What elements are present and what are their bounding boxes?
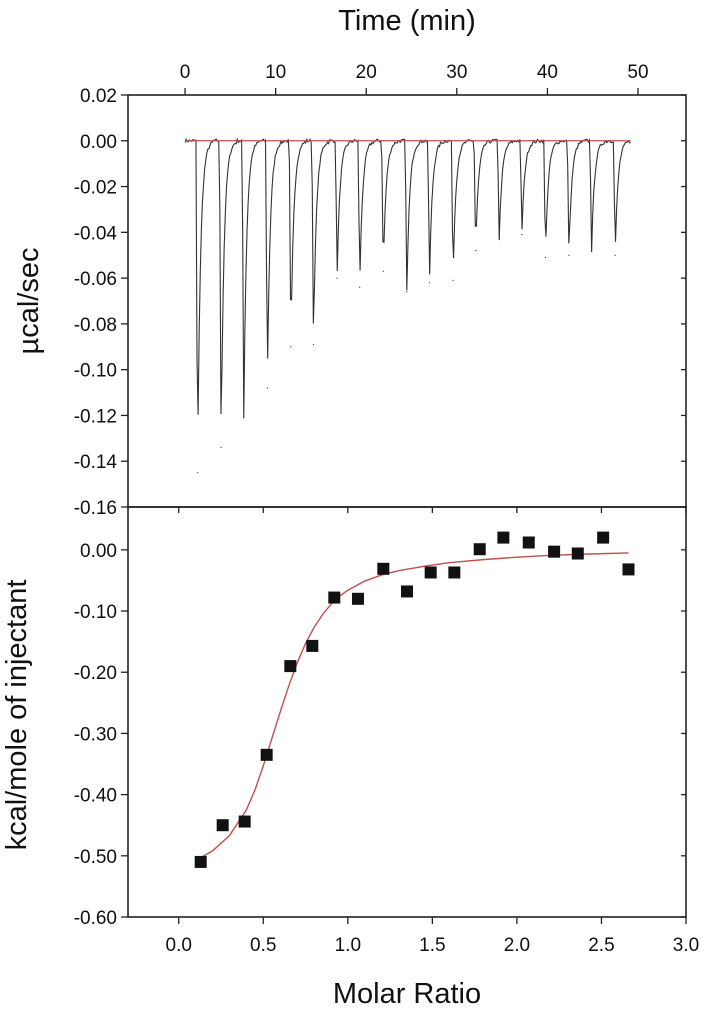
top-y-tick-label: -0.08 bbox=[74, 315, 117, 336]
top-x-tick-label: 0 bbox=[180, 62, 191, 83]
injection-peak-point bbox=[614, 254, 616, 256]
injection-peak-point bbox=[406, 291, 408, 293]
data-point bbox=[548, 545, 561, 558]
fit-curve bbox=[200, 552, 629, 859]
data-point bbox=[497, 531, 510, 544]
data-point bbox=[194, 855, 207, 868]
top-y-tick-label: 0.00 bbox=[80, 132, 117, 153]
injection-peak-point bbox=[220, 446, 222, 449]
top-x-tick-label: 10 bbox=[265, 62, 286, 83]
data-point bbox=[216, 819, 229, 832]
bottom-plot-frame bbox=[127, 506, 687, 918]
data-point bbox=[448, 566, 461, 579]
top-panel-ticks: 0 10 20 30 40 50 0.02 0.00 -0.02 -0.04 -0.06 -0.08 -… bbox=[74, 62, 686, 519]
top-y-tick-label: -0.04 bbox=[74, 223, 118, 244]
isotherm-plot-layer bbox=[194, 531, 635, 868]
injection-peak-point bbox=[196, 472, 199, 474]
injection-peak-point bbox=[498, 238, 500, 240]
top-x-tick-label: 20 bbox=[356, 62, 377, 83]
bottom-x-tick-label: 3.0 bbox=[673, 935, 699, 956]
injection-peak-point bbox=[452, 279, 454, 281]
data-point bbox=[522, 536, 535, 549]
bottom-y-tick-label: -0.20 bbox=[74, 663, 117, 684]
top-y-axis-title: µcal/sec bbox=[13, 248, 45, 355]
injection-peak-point bbox=[382, 270, 384, 272]
top-x-tick-label: 30 bbox=[446, 62, 467, 83]
bottom-y-axis-title: kcal/mole of injectant bbox=[1, 580, 33, 851]
injection-peak-point bbox=[243, 417, 245, 419]
data-point bbox=[424, 566, 437, 579]
top-y-tick-label: -0.16 bbox=[74, 498, 117, 519]
data-point bbox=[328, 591, 341, 604]
top-plot-frame bbox=[127, 94, 687, 508]
bottom-panel-ticks: 0.0 0.5 1.0 1.5 2.0 2.5 3.0 0.00 -0.10 -0.20 -0.30… bbox=[74, 507, 699, 956]
raw-heat-panel: 0 10 20 30 40 50 0.02 0.00 -0.02 -0.04 -0.06 -0.08 -… bbox=[13, 5, 687, 519]
injection-peak-point bbox=[312, 343, 315, 346]
bottom-y-tick-label: -0.10 bbox=[74, 602, 117, 623]
bottom-y-tick-label: -0.50 bbox=[74, 847, 117, 868]
bottom-x-tick-label: 0.5 bbox=[250, 935, 276, 956]
data-point bbox=[260, 748, 273, 761]
data-point bbox=[473, 543, 486, 556]
top-x-axis-title: Time (min) bbox=[338, 5, 475, 37]
top-y-tick-label: -0.10 bbox=[74, 361, 117, 382]
injection-peak-point bbox=[591, 250, 593, 252]
top-y-tick-label: 0.02 bbox=[80, 86, 117, 107]
injection-peak-point bbox=[336, 277, 338, 279]
injection-peak-point bbox=[359, 286, 361, 288]
data-point bbox=[284, 660, 297, 673]
top-y-tick-label: -0.12 bbox=[74, 406, 117, 427]
bottom-y-tick-label: 0.00 bbox=[80, 541, 117, 562]
injection-peak-point bbox=[428, 282, 431, 284]
raw-heat-trace-layer bbox=[184, 137, 631, 474]
bottom-x-tick-label: 0.0 bbox=[166, 935, 192, 956]
injection-peak-point bbox=[266, 387, 268, 389]
data-point bbox=[571, 547, 584, 560]
data-point bbox=[377, 562, 390, 575]
bottom-x-tick-label: 1.5 bbox=[419, 935, 445, 956]
injection-peak-point bbox=[568, 254, 570, 256]
data-point bbox=[351, 592, 364, 605]
bottom-y-tick-label: -0.60 bbox=[74, 908, 117, 929]
bottom-x-tick-label: 2.5 bbox=[588, 935, 614, 956]
top-x-tick-label: 50 bbox=[627, 62, 648, 83]
bottom-x-tick-label: 2.0 bbox=[504, 935, 530, 956]
data-point bbox=[306, 639, 319, 652]
data-point bbox=[401, 585, 413, 598]
bottom-x-tick-label: 1.0 bbox=[335, 935, 361, 956]
data-point bbox=[622, 563, 635, 576]
binding-isotherm-panel: 0.0 0.5 1.0 1.5 2.0 2.5 3.0 0.00 -0.10 -0.20 -0.30… bbox=[1, 506, 699, 1009]
data-point bbox=[238, 815, 251, 828]
injection-peak-point bbox=[544, 256, 547, 259]
bottom-x-axis-title: Molar Ratio bbox=[333, 978, 481, 1009]
bottom-y-tick-label: -0.30 bbox=[74, 724, 117, 745]
injection-peak-point bbox=[475, 250, 477, 252]
injection-peak-point bbox=[521, 234, 523, 236]
top-y-tick-label: -0.02 bbox=[74, 178, 117, 199]
raw-heat-trace bbox=[184, 137, 631, 418]
bottom-y-tick-label: -0.40 bbox=[74, 786, 117, 807]
top-y-tick-label: -0.06 bbox=[74, 269, 117, 290]
top-y-tick-label: -0.14 bbox=[74, 452, 118, 473]
injection-peak-point bbox=[290, 346, 292, 348]
data-point bbox=[597, 531, 610, 544]
top-x-tick-label: 40 bbox=[537, 62, 558, 83]
